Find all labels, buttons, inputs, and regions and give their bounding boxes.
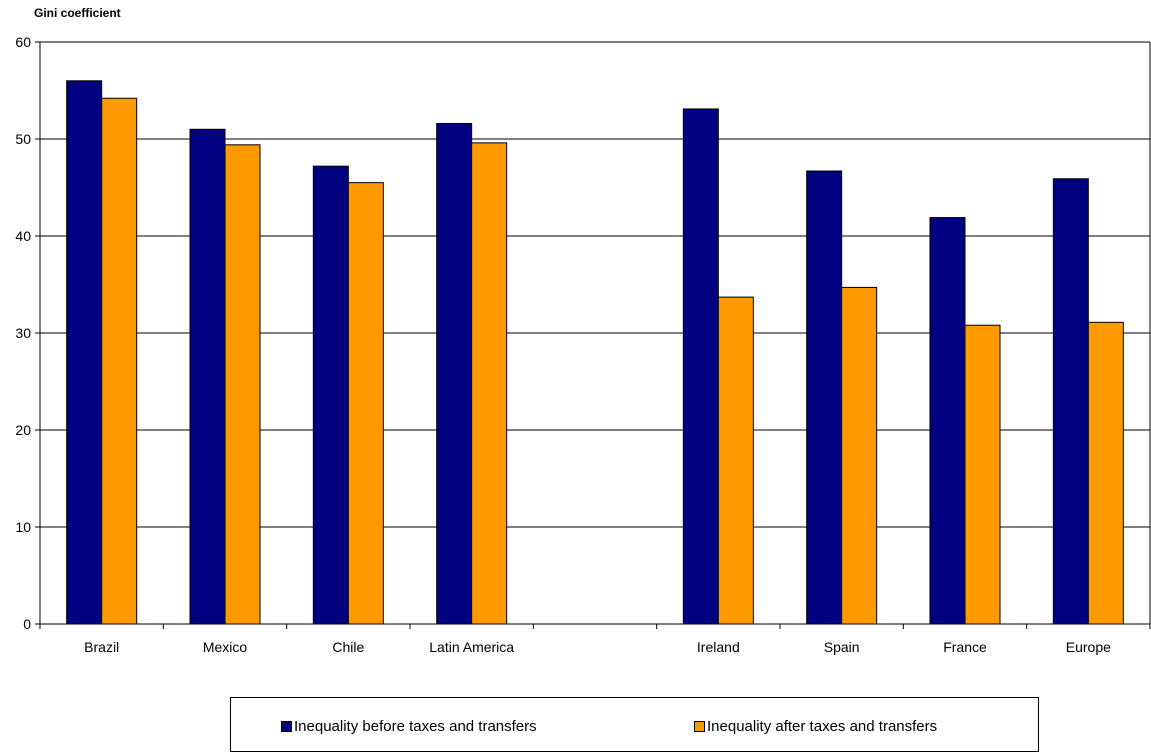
y-tick-label: 50 [15, 131, 31, 147]
bar-before [436, 122, 473, 625]
bar-before [66, 80, 103, 625]
y-tick-label: 30 [15, 325, 31, 341]
bar-after [964, 324, 1001, 625]
y-tick-label: 60 [15, 34, 31, 50]
y-tick-label: 40 [15, 228, 31, 244]
bar-before [682, 108, 719, 625]
x-tick-label: Brazil [84, 639, 119, 655]
legend-item-before: Inequality before taxes and transfers [281, 718, 537, 735]
axes [35, 41, 1151, 629]
y-tick-label: 10 [15, 519, 31, 535]
x-tick-label: Mexico [203, 639, 248, 655]
x-tick-label: Ireland [697, 639, 740, 655]
bar-before [312, 165, 349, 625]
bars [66, 80, 1124, 625]
x-tick-label: Europe [1066, 639, 1111, 655]
legend-swatch-before [281, 721, 292, 732]
y-tick-label: 20 [15, 422, 31, 438]
bar-after [101, 97, 138, 625]
x-tick-label: Spain [824, 639, 860, 655]
bar-after [717, 296, 754, 625]
x-tick-label: Chile [332, 639, 364, 655]
bar-after [841, 286, 878, 625]
legend-item-after: Inequality after taxes and transfers [694, 718, 937, 735]
bar-after [471, 142, 508, 625]
bar-after [1087, 321, 1124, 625]
legend-label-after: Inequality after taxes and transfers [707, 718, 938, 735]
bar-before [929, 217, 966, 625]
bar-after [224, 144, 261, 625]
bar-before [189, 128, 226, 625]
y-tick-label: 0 [23, 616, 31, 632]
legend-swatch-after [694, 721, 705, 732]
y-axis-label: Gini coefficient [34, 6, 121, 20]
x-tick-label: France [943, 639, 987, 655]
bar-before [1052, 178, 1089, 625]
tick-labels: 0 10 20 30 40 50 60 Brazil Mexico Chile Latin Amer… [15, 34, 1111, 655]
legend: Inequality before taxes and transfers In… [230, 697, 1039, 752]
bar-before [806, 170, 843, 625]
bar-after [347, 182, 384, 625]
bar-chart: 0 10 20 30 40 50 60 Brazil Mexico Chile Latin Amer… [15, 34, 1151, 655]
legend-label-before: Inequality before taxes and transfers [294, 718, 537, 735]
x-tick-label: Latin America [429, 639, 514, 655]
